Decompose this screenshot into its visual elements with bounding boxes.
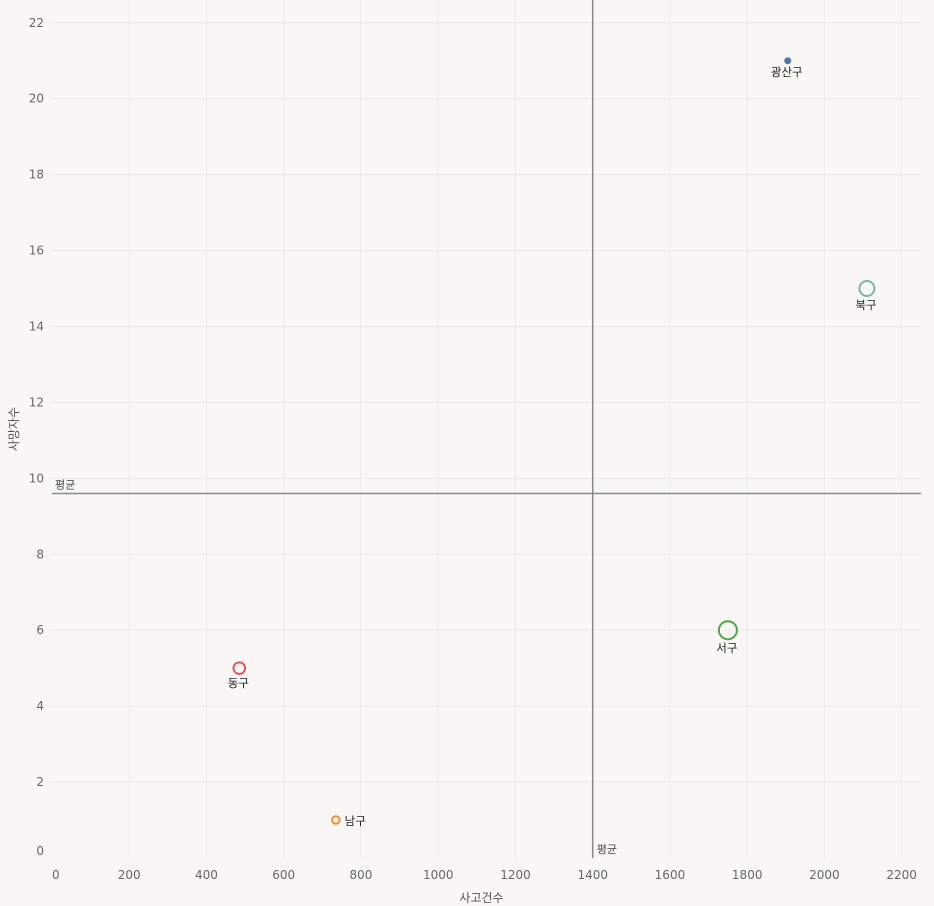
y-tick-label: 0	[36, 844, 44, 858]
x-tick-label: 2200	[886, 868, 917, 882]
y-tick-label: 20	[29, 92, 44, 106]
y-tick-label: 8	[36, 547, 44, 561]
data-point-label: 서구	[716, 641, 737, 655]
grid-lines	[52, 0, 921, 858]
x-tick-label: 0	[52, 868, 60, 882]
data-point-label: 광산구	[771, 65, 803, 79]
data-point-label: 동구	[228, 676, 249, 690]
y-tick-label: 2	[36, 775, 44, 789]
x-tick-label: 400	[195, 868, 218, 882]
y-tick-label: 18	[29, 168, 44, 182]
y-tick-label: 12	[29, 395, 44, 409]
y-tick-label: 14	[29, 319, 44, 333]
y-tick-label: 4	[36, 699, 44, 713]
data-point-label: 북구	[855, 298, 876, 312]
y-tick-label: 10	[29, 471, 44, 485]
x-tick-label: 2000	[809, 868, 840, 882]
y-axis-ticks: 0 2 4 6 8 10 12 14 16 18 20 22	[29, 16, 44, 858]
x-tick-label: 1200	[500, 868, 531, 882]
x-axis-title: 사고건수	[459, 891, 503, 905]
data-point-label: 남구	[345, 814, 366, 828]
data-point[interactable]	[331, 815, 341, 825]
x-tick-label: 600	[272, 868, 295, 882]
y-tick-label: 6	[36, 623, 44, 637]
y-tick-label: 22	[29, 16, 44, 30]
data-point[interactable]	[717, 620, 738, 641]
x-tick-label: 1000	[423, 868, 454, 882]
x-tick-label: 800	[350, 868, 373, 882]
x-tick-label: 200	[118, 868, 141, 882]
y-tick-label: 16	[29, 244, 44, 258]
y-average-label: 평균	[55, 479, 75, 492]
data-point[interactable]	[232, 661, 247, 675]
x-tick-label: 1800	[732, 868, 763, 882]
data-point[interactable]	[784, 57, 792, 65]
x-average-label: 평균	[597, 843, 617, 856]
x-axis-ticks: 0 200 400 600 800 1000 1200 1400 1600 1800 2000 220…	[52, 868, 917, 882]
y-axis-title: 사망자수	[7, 407, 21, 451]
x-tick-label: 1400	[577, 868, 608, 882]
data-point[interactable]	[858, 280, 876, 298]
x-tick-label: 1600	[655, 868, 686, 882]
